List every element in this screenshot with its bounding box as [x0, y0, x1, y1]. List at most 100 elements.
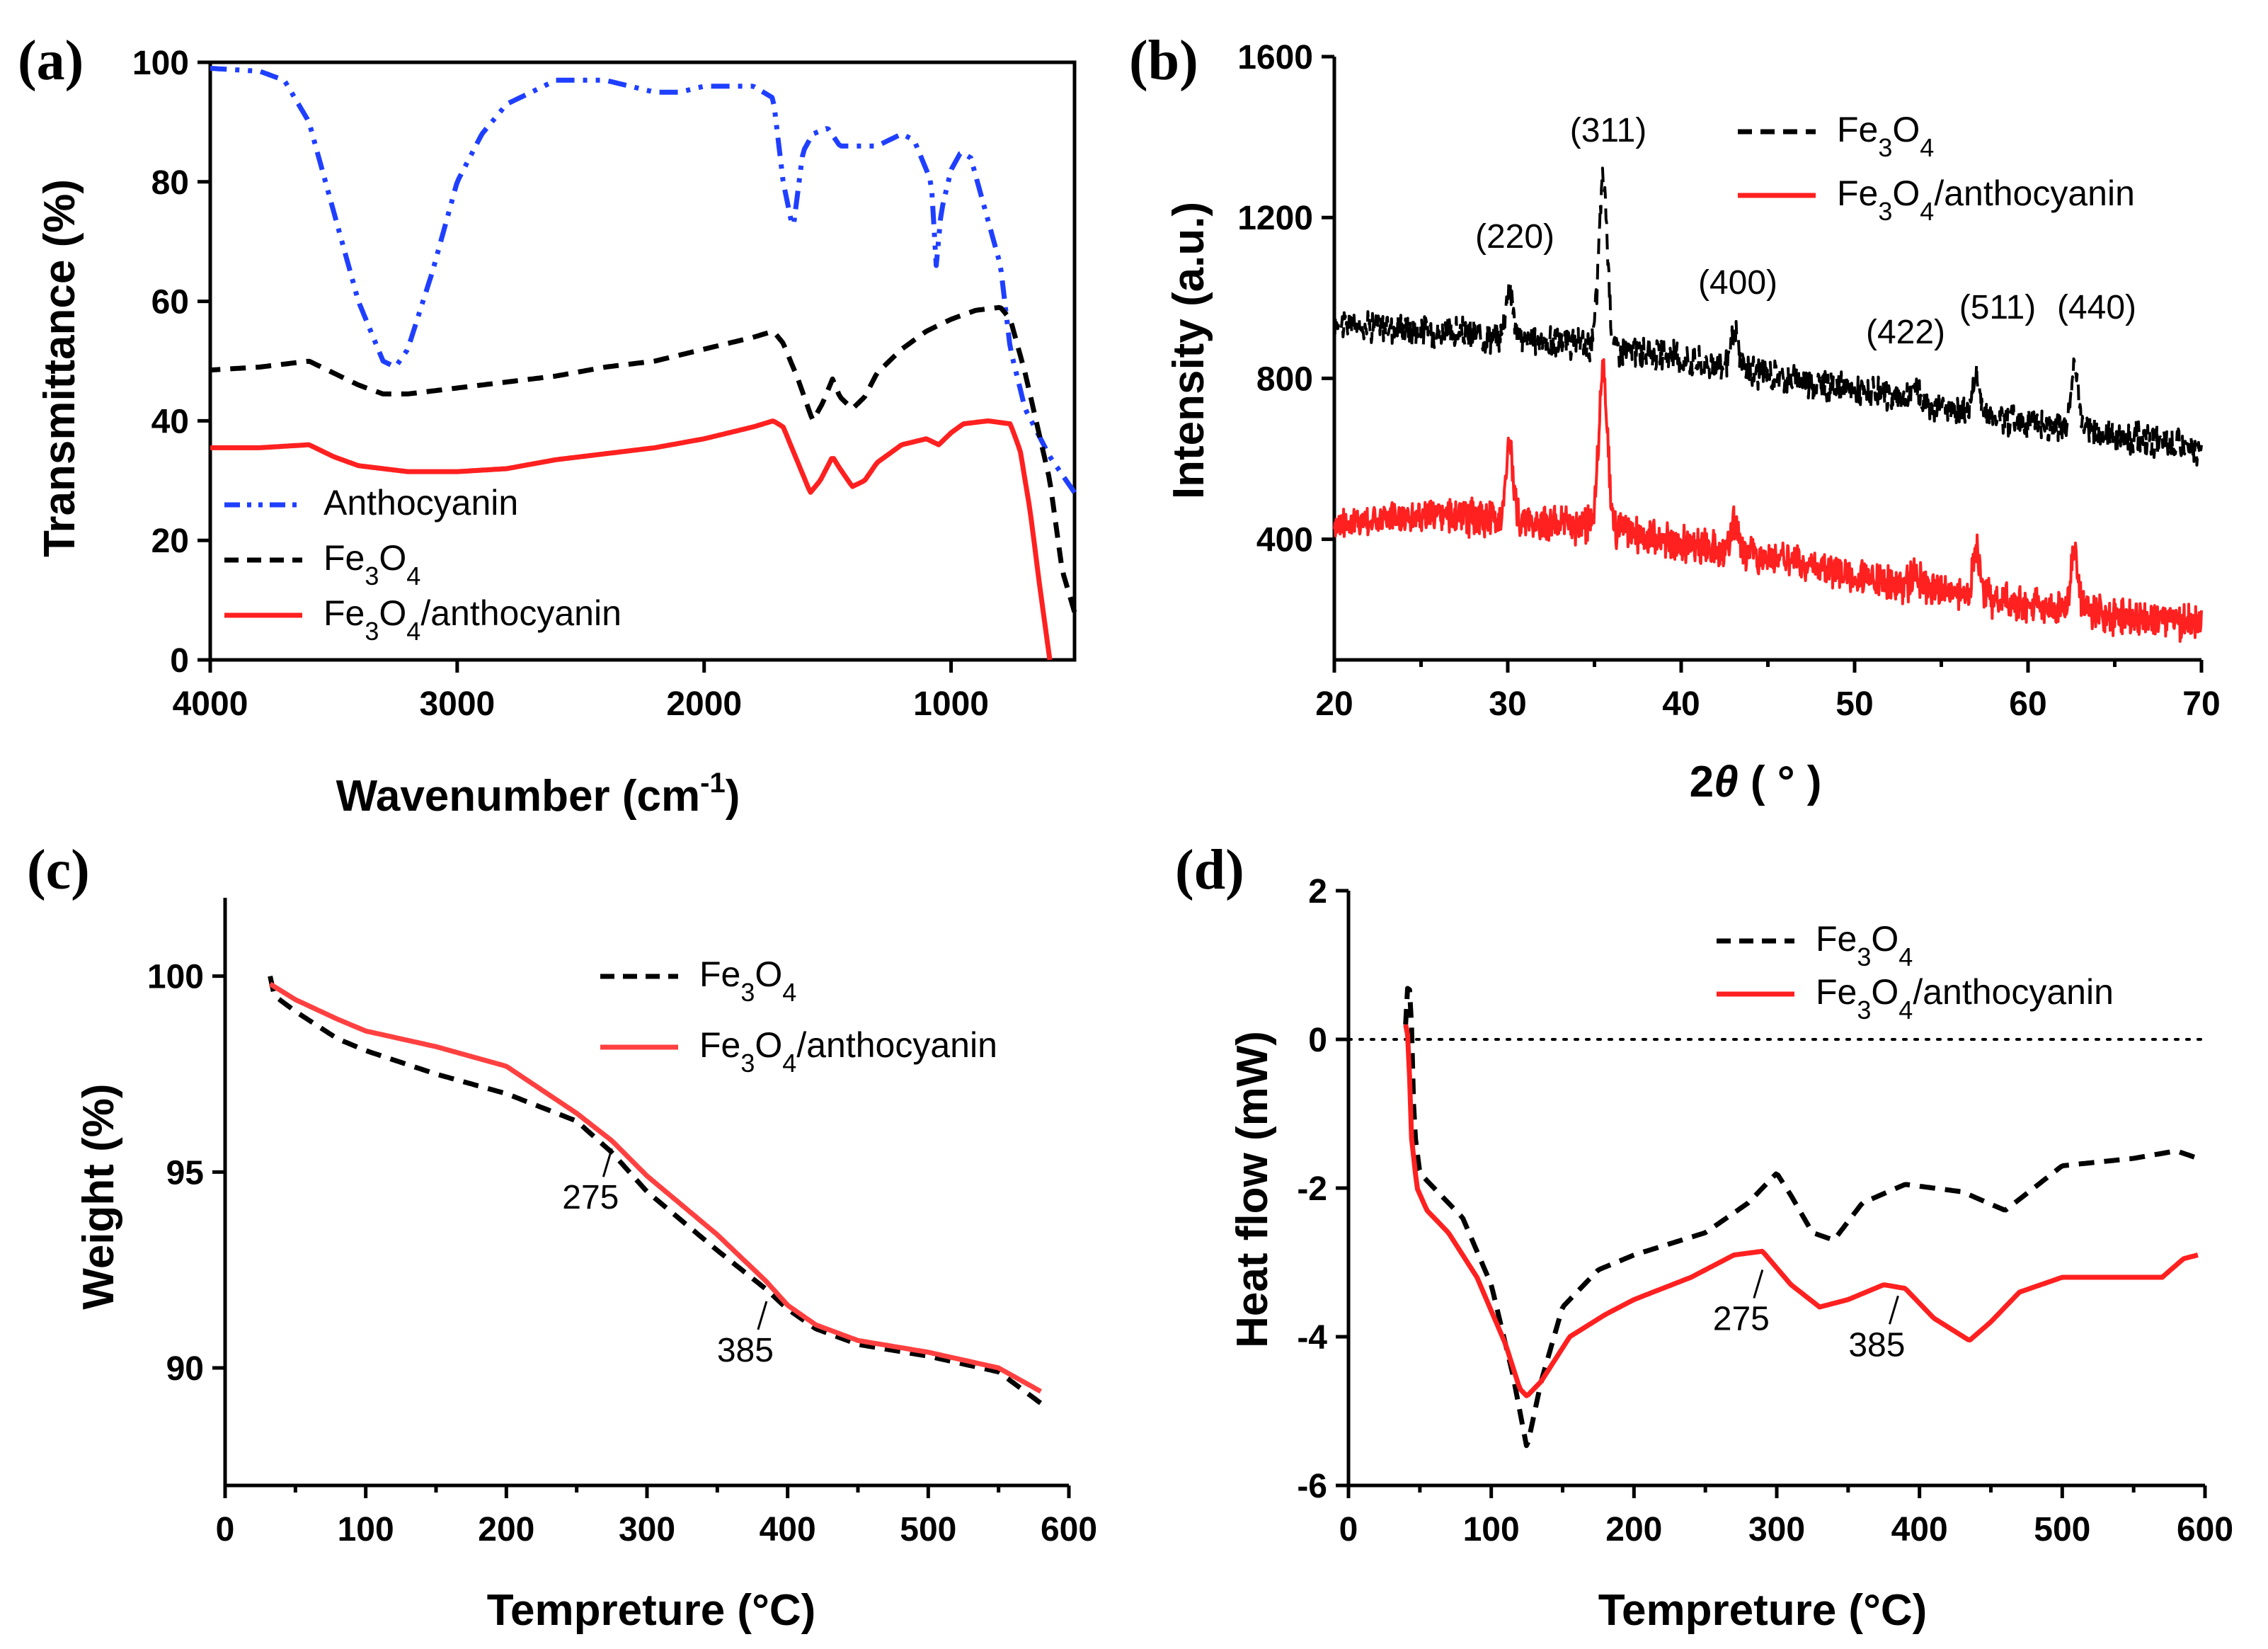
legend-label: Fe3O4	[323, 538, 420, 590]
panel-b-xlabel: 2θ ( ° )	[1690, 758, 1822, 806]
panel-c-plot: 0 100 200 300 400 500 6009095100275385Fe3O4Fe3…	[147, 898, 1097, 1548]
panel-c: (c) 0 100 200 300 400 500 600 90 95 100 275 385 Fe3O…	[27, 839, 1097, 1635]
y-tick-label: 80	[151, 164, 189, 202]
panel-c-label: (c)	[27, 839, 90, 901]
x-tick-label: 40	[1662, 685, 1700, 723]
y-tick-label: 0	[1308, 1022, 1327, 1059]
x-tick-label: 500	[900, 1511, 956, 1548]
annotation-label: 275	[562, 1179, 619, 1216]
series-line-fe3o4-anthocyanin	[1333, 358, 2203, 643]
peak-label: (311)	[1570, 112, 1647, 149]
y-tick-label: 90	[166, 1350, 204, 1388]
x-tick-label: 300	[1748, 1511, 1805, 1548]
series-line-fe3o4	[1403, 986, 2199, 1449]
x-tick-label: 100	[338, 1511, 394, 1548]
annotation-pointer	[1753, 1269, 1764, 1299]
annotation-label: 275	[1713, 1301, 1770, 1338]
panel-d-label: (d)	[1175, 839, 1244, 901]
y-tick-label: 800	[1256, 360, 1313, 398]
x-tick-label: 200	[478, 1511, 534, 1548]
series-line-anthocyanin	[210, 65, 1077, 494]
x-tick-label: 600	[1041, 1511, 1097, 1548]
panel-d-xlabel: Tempreture (°C)	[1598, 1586, 1928, 1635]
x-tick-label: 600	[2177, 1511, 2233, 1548]
peak-label: (440)	[2057, 289, 2136, 326]
peak-label: (422)	[1866, 314, 1945, 351]
x-tick-label: 400	[760, 1511, 816, 1548]
peak-label: (400)	[1698, 264, 1777, 302]
x-tick-label: 4000	[173, 685, 248, 723]
legend-label: Fe3O4/anthocyanin	[323, 593, 622, 646]
x-tick-label: 0	[1339, 1511, 1358, 1548]
y-tick-label: -6	[1297, 1468, 1327, 1505]
panel-a-label: (a)	[18, 30, 84, 92]
panel-d: (d) 0 100 200 300 400 500 600 -6 -4 -2 0 2 275 385 Fe3…	[1175, 839, 2233, 1635]
legend-label: Fe3O4/anthocyanin	[699, 1025, 997, 1078]
annotation-pointer	[1888, 1295, 1899, 1325]
panel-c-ylabel: Weight (%)	[74, 1083, 123, 1309]
y-tick-label: 40	[151, 403, 189, 440]
x-tick-label: 60	[2009, 685, 2046, 723]
annotation-pointer	[602, 1148, 613, 1177]
legend-label: Anthocyanin	[323, 483, 518, 523]
x-tick-label: 70	[2182, 685, 2220, 723]
series-line-fe3o4	[268, 975, 1043, 1405]
panel-d-plot: 0 100 200 300 400 500 600 -6 -4 -2 0 2 275 385 Fe3O4Fe…	[1297, 873, 2233, 1548]
y-tick-label: 2	[1308, 873, 1327, 911]
panel-b-plot: 20 30 40 50 60 70 400 800 1200 1600 (220) (311) (400…	[1237, 39, 2220, 723]
panel-b: (b) 20 30 40 50 60 70 400 800 1200 1600 (220) (311)…	[1129, 30, 2221, 806]
panel-a-xlabel: Wavenumber (cm-1)	[336, 768, 740, 821]
annotation-pointer	[757, 1301, 768, 1330]
series-line-fe3o4	[210, 304, 1077, 613]
panel-a-ylabel: Transmittance (%)	[35, 179, 84, 557]
x-tick-label: 30	[1489, 685, 1526, 723]
panel-a-plot: 4000 3000 2000 1000 0 20 40 60 80 100 Anthocyanin F…	[132, 45, 1077, 723]
panel-d-ylabel: Heat flow (mW)	[1228, 1031, 1277, 1348]
legend-label: Fe3O4	[1837, 110, 1934, 162]
panel-a: (a) 4000 3000 2000 1000 0 20 40 60 80 100 Anthocya…	[18, 30, 1077, 821]
y-tick-label: 1600	[1237, 39, 1313, 76]
series-line-fe3o4	[1333, 166, 2203, 467]
x-tick-label: 400	[1891, 1511, 1948, 1548]
series-line-fe3o4-anthocyanin	[1403, 1024, 2199, 1398]
x-tick-label: 3000	[419, 685, 495, 723]
x-tick-label: 200	[1605, 1511, 1662, 1548]
y-tick-label: 0	[170, 642, 189, 680]
legend-label: Fe3O4	[1816, 919, 1913, 971]
plot-frame	[208, 60, 1077, 662]
panel-b-ylabel: Intensity (a.u.)	[1164, 202, 1213, 499]
legend-label: Fe3O4/anthocyanin	[1816, 972, 2114, 1025]
legend: Fe3O4 Fe3O4/anthocyanin	[600, 954, 997, 1078]
x-tick-label: 300	[619, 1511, 675, 1548]
legend: Fe3O4 Fe3O4/anthocyanin	[1738, 110, 2135, 226]
x-tick-label: 0	[216, 1511, 235, 1548]
y-tick-label: 95	[166, 1154, 204, 1192]
panel-c-xlabel: Tempreture (°C)	[487, 1586, 816, 1635]
x-tick-label: 20	[1315, 685, 1353, 723]
x-tick-label: 2000	[666, 685, 742, 723]
y-tick-label: -2	[1297, 1170, 1327, 1208]
y-tick-label: 1200	[1237, 200, 1313, 237]
series-line-fe3o4-anthocyanin	[210, 418, 1053, 661]
legend-label: Fe3O4	[699, 954, 796, 1007]
x-tick-label: 100	[1463, 1511, 1520, 1548]
x-tick-label: 50	[1835, 685, 1873, 723]
y-tick-label: 100	[147, 959, 204, 996]
annotation-label: 385	[717, 1332, 774, 1369]
x-tick-label: 1000	[913, 685, 989, 723]
annotation-label: 385	[1848, 1326, 1905, 1364]
y-tick-label: 400	[1256, 522, 1313, 559]
y-tick-label: 60	[151, 284, 189, 321]
legend-label: Fe3O4/anthocyanin	[1837, 173, 2135, 226]
y-tick-label: 100	[132, 45, 189, 82]
peak-label: (511)	[1959, 289, 2037, 326]
y-tick-label: -4	[1297, 1319, 1327, 1357]
panel-b-label: (b)	[1129, 30, 1198, 92]
peak-label: (220)	[1475, 218, 1554, 256]
y-tick-label: 20	[151, 523, 189, 560]
series-line-fe3o4-anthocyanin	[268, 981, 1042, 1394]
x-tick-label: 500	[2034, 1511, 2090, 1548]
